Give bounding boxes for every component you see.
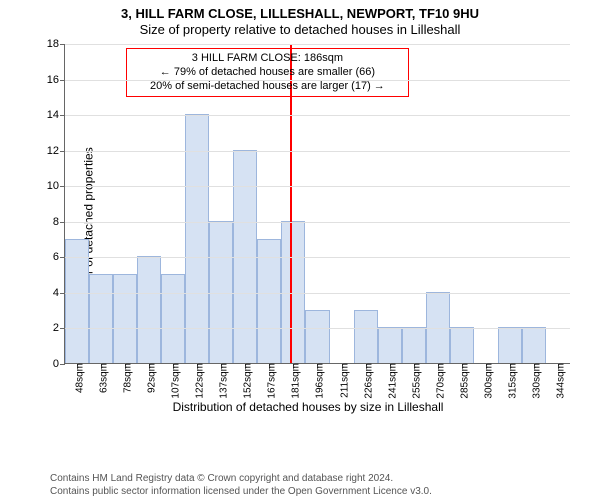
plot-region: 48sqm63sqm78sqm92sqm107sqm122sqm137sqm15… xyxy=(64,44,570,364)
gridline xyxy=(65,151,570,152)
annotation-line: ← 79% of detached houses are smaller (66… xyxy=(135,66,400,80)
bar-slot: 315sqm xyxy=(498,44,522,363)
x-tick-label: 241sqm xyxy=(381,363,398,399)
bar-slot: 344sqm xyxy=(546,44,570,363)
gridline xyxy=(65,328,570,329)
x-tick-label: 137sqm xyxy=(213,363,230,399)
x-axis-label: Distribution of detached houses by size … xyxy=(36,400,580,414)
bar-slot: 270sqm xyxy=(426,44,450,363)
x-tick-label: 255sqm xyxy=(405,363,422,399)
histogram-bar xyxy=(137,256,161,363)
footer-attribution: Contains HM Land Registry data © Crown c… xyxy=(0,471,600,498)
gridline xyxy=(65,186,570,187)
bar-slot: 48sqm xyxy=(65,44,89,363)
x-tick-label: 315sqm xyxy=(501,363,518,399)
x-tick-label: 344sqm xyxy=(549,363,566,399)
histogram-bar xyxy=(161,274,185,363)
x-tick-label: 48sqm xyxy=(69,363,86,393)
x-tick-label: 92sqm xyxy=(141,363,158,393)
histogram-bar xyxy=(402,327,426,363)
footer-line-1: Contains HM Land Registry data © Crown c… xyxy=(50,473,550,486)
y-tick-label: 14 xyxy=(47,109,65,121)
chart-title-address: 3, HILL FARM CLOSE, LILLESHALL, NEWPORT,… xyxy=(0,6,600,21)
histogram-bar xyxy=(113,274,137,363)
histogram-bar xyxy=(378,327,402,363)
histogram-bar xyxy=(426,292,450,363)
footer-line-2: Contains public sector information licen… xyxy=(50,486,550,499)
y-tick-label: 8 xyxy=(53,216,65,228)
title-block: 3, HILL FARM CLOSE, LILLESHALL, NEWPORT,… xyxy=(0,0,600,37)
x-tick-label: 211sqm xyxy=(333,363,350,398)
histogram-bar xyxy=(305,310,329,363)
annotation-line: 3 HILL FARM CLOSE: 186sqm xyxy=(135,52,400,66)
bar-slot: 300sqm xyxy=(474,44,498,363)
gridline xyxy=(65,80,570,81)
bar-slot: 63sqm xyxy=(89,44,113,363)
x-tick-label: 107sqm xyxy=(165,363,182,399)
y-tick-label: 18 xyxy=(47,38,65,50)
bar-slot: 330sqm xyxy=(522,44,546,363)
histogram-bar xyxy=(450,327,474,363)
gridline xyxy=(65,293,570,294)
histogram-bar xyxy=(233,150,257,363)
y-tick-label: 16 xyxy=(47,74,65,86)
bar-slot: 285sqm xyxy=(450,44,474,363)
gridline xyxy=(65,257,570,258)
y-tick-label: 10 xyxy=(47,180,65,192)
gridline xyxy=(65,115,570,116)
x-tick-label: 152sqm xyxy=(237,363,254,399)
annotation-line: 20% of semi-detached houses are larger (… xyxy=(135,80,400,94)
x-tick-label: 196sqm xyxy=(309,363,326,399)
histogram-bar xyxy=(354,310,378,363)
chart-title-subtitle: Size of property relative to detached ho… xyxy=(0,22,600,37)
x-tick-label: 300sqm xyxy=(477,363,494,399)
gridline xyxy=(65,222,570,223)
x-tick-label: 181sqm xyxy=(285,363,302,399)
histogram-bar xyxy=(498,327,522,363)
x-tick-label: 270sqm xyxy=(429,363,446,399)
y-tick-label: 6 xyxy=(53,251,65,263)
y-tick-label: 4 xyxy=(53,287,65,299)
annotation-box: 3 HILL FARM CLOSE: 186sqm← 79% of detach… xyxy=(126,48,409,97)
x-tick-label: 167sqm xyxy=(261,363,278,399)
histogram-bar xyxy=(522,327,546,363)
x-tick-label: 122sqm xyxy=(189,363,206,399)
x-tick-label: 78sqm xyxy=(117,363,134,393)
x-tick-label: 330sqm xyxy=(525,363,542,399)
x-tick-label: 63sqm xyxy=(93,363,110,393)
x-tick-label: 285sqm xyxy=(453,363,470,399)
gridline xyxy=(65,44,570,45)
histogram-bar xyxy=(89,274,113,363)
x-tick-label: 226sqm xyxy=(357,363,374,399)
y-tick-label: 0 xyxy=(53,358,65,370)
y-tick-label: 2 xyxy=(53,322,65,334)
y-tick-label: 12 xyxy=(47,145,65,157)
chart-area: Number of detached properties 48sqm63sqm… xyxy=(36,44,580,416)
